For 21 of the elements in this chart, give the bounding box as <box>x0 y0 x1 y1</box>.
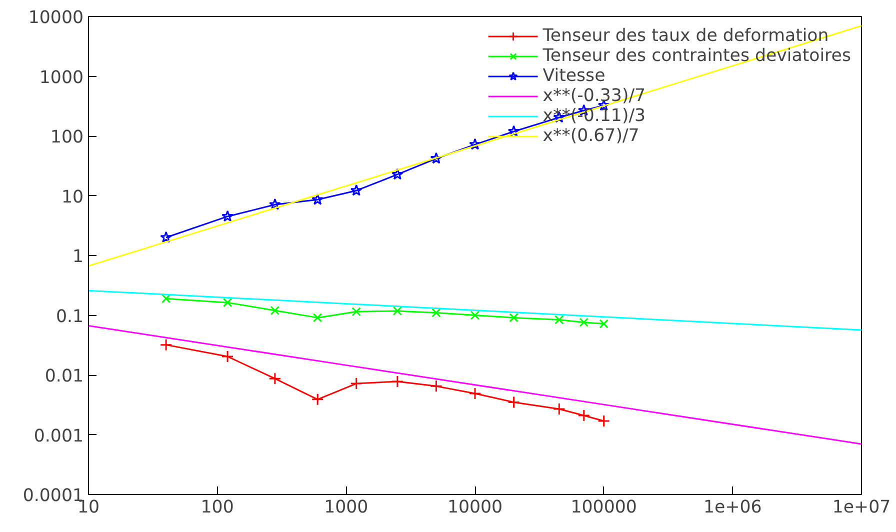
y-tick-label: 1 <box>72 247 84 267</box>
legend-label: Tenseur des contraintes deviatoires <box>542 46 851 66</box>
line-series <box>88 25 862 267</box>
line-series <box>88 324 862 445</box>
y-tick-label: 10 <box>61 187 84 208</box>
legend-label: Vitesse <box>542 66 606 86</box>
y-tick-label: 0.01 <box>44 366 84 386</box>
x-tick-label: 10000 <box>447 498 503 518</box>
line-series <box>88 290 862 331</box>
y-tick-label: 0.1 <box>56 306 84 327</box>
x-tick-label: 1e+07 <box>832 498 891 518</box>
y-tick-label: 0.001 <box>34 426 84 446</box>
x-tick-label: 100 <box>200 498 234 518</box>
legend-label: x**(0.67)/7 <box>542 126 640 146</box>
x-tick-label: 100000 <box>570 498 637 518</box>
y-tick-label: 10000 <box>28 8 84 28</box>
y-tick-label: 1000 <box>39 68 84 88</box>
y-tick-label: 100 <box>50 128 84 148</box>
x-tick-label: 1e+06 <box>704 498 762 518</box>
x-tick-label: 1000 <box>324 498 368 518</box>
legend-label: Tenseur des taux de deformation <box>542 26 829 46</box>
